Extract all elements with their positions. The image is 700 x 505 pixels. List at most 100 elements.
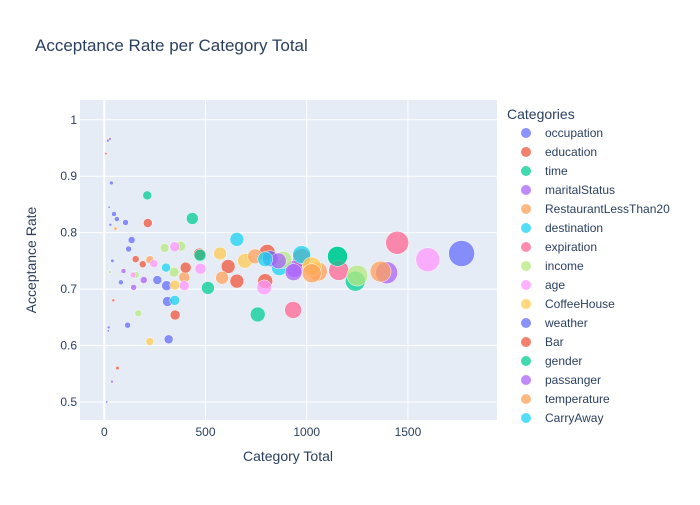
legend-label: destination — [545, 221, 603, 235]
data-point — [106, 325, 111, 330]
data-point — [159, 243, 170, 253]
legend-marker — [521, 204, 531, 214]
data-point — [104, 152, 108, 156]
x-tick-label: 500 — [195, 425, 215, 439]
data-point — [448, 240, 475, 267]
data-point — [111, 298, 116, 303]
y-axis-label: Acceptance Rate — [23, 206, 39, 313]
legend-item[interactable]: income — [521, 259, 584, 273]
data-point — [140, 276, 148, 284]
legend-item[interactable]: weather — [521, 316, 588, 330]
data-point — [257, 251, 273, 267]
data-point — [122, 219, 129, 226]
data-point — [129, 271, 137, 279]
legend-item[interactable]: time — [521, 164, 568, 178]
y-tick-label: 0.5 — [60, 395, 77, 409]
x-axis-ticks: 0 500 1000 1500 — [101, 425, 422, 439]
legend-marker — [521, 299, 531, 309]
data-point — [346, 264, 369, 287]
data-point — [127, 236, 136, 244]
data-point — [115, 366, 120, 371]
legend-marker — [521, 280, 531, 290]
data-point — [179, 280, 190, 291]
legend-label: age — [545, 278, 565, 292]
legend-label: Bar — [545, 335, 564, 349]
legend-item[interactable]: CoffeeHouse — [521, 297, 615, 311]
legend-label: RestaurantLessThan20 — [545, 202, 670, 216]
chart-title: Acceptance Rate per Category Total — [35, 36, 308, 55]
legend-marker — [521, 166, 531, 176]
legend-item[interactable]: temperature — [521, 392, 610, 406]
data-point — [114, 216, 120, 222]
data-point — [169, 295, 180, 306]
legend-marker — [521, 375, 531, 385]
legend-item[interactable]: occupation — [521, 126, 603, 140]
legend-marker — [521, 356, 531, 366]
data-point — [201, 281, 215, 295]
data-point — [193, 248, 207, 262]
data-point — [108, 270, 112, 274]
data-points — [104, 137, 475, 404]
data-point — [113, 226, 118, 231]
data-point — [169, 279, 180, 291]
data-point — [106, 329, 110, 333]
data-point — [125, 245, 132, 253]
data-point — [284, 301, 302, 319]
data-point — [108, 222, 113, 227]
data-point — [107, 205, 111, 209]
legend-item[interactable]: destination — [521, 221, 603, 235]
x-axis-label: Category Total — [243, 448, 333, 464]
data-point — [415, 247, 441, 272]
data-point — [145, 337, 155, 346]
legend-label: temperature — [545, 392, 610, 406]
legend-label: maritalStatus — [545, 183, 615, 197]
data-point — [143, 218, 153, 228]
data-point — [105, 400, 109, 404]
legend-label: occupation — [545, 126, 603, 140]
legend-item[interactable]: education — [521, 145, 597, 159]
legend-item[interactable]: RestaurantLessThan20 — [521, 202, 670, 216]
legend-marker — [521, 318, 531, 328]
legend-item[interactable]: maritalStatus — [521, 183, 615, 197]
data-point — [213, 246, 227, 261]
legend-label: passanger — [545, 373, 601, 387]
legend-label: education — [545, 145, 597, 159]
data-point — [118, 279, 124, 286]
legend-item[interactable]: gender — [521, 354, 582, 368]
legend-title: Categories — [507, 106, 575, 122]
data-point — [109, 180, 114, 186]
data-point — [229, 273, 245, 289]
x-tick-label: 1500 — [395, 425, 422, 439]
data-point — [152, 275, 163, 285]
data-point — [194, 262, 207, 275]
y-tick-label: 0.8 — [60, 226, 77, 240]
legend-item[interactable]: age — [521, 278, 565, 292]
y-tick-label: 0.6 — [60, 339, 77, 353]
legend-item[interactable]: passanger — [521, 373, 601, 387]
data-point — [163, 334, 174, 345]
data-point — [134, 309, 143, 318]
data-point — [124, 321, 131, 329]
data-point — [142, 190, 152, 201]
legend-marker — [521, 242, 531, 252]
data-point — [108, 137, 112, 141]
data-point — [169, 241, 180, 252]
legend-item[interactable]: expiration — [521, 240, 597, 254]
legend-items: occupation education time maritalStatus Rest… — [521, 126, 670, 425]
x-tick-label: 1000 — [293, 425, 320, 439]
legend[interactable]: Categories occupation education time marita… — [507, 106, 670, 425]
legend-marker — [521, 128, 531, 138]
legend-item[interactable]: CarryAway — [521, 411, 603, 425]
data-point — [111, 211, 117, 217]
legend-item[interactable]: Bar — [521, 335, 564, 349]
y-tick-label: 0.9 — [60, 169, 77, 183]
data-point — [385, 231, 409, 255]
legend-label: time — [545, 164, 568, 178]
data-point — [229, 232, 245, 247]
y-tick-label: 0.7 — [60, 282, 77, 296]
data-point — [169, 309, 181, 321]
data-point — [161, 262, 171, 273]
x-tick-label: 0 — [101, 425, 108, 439]
